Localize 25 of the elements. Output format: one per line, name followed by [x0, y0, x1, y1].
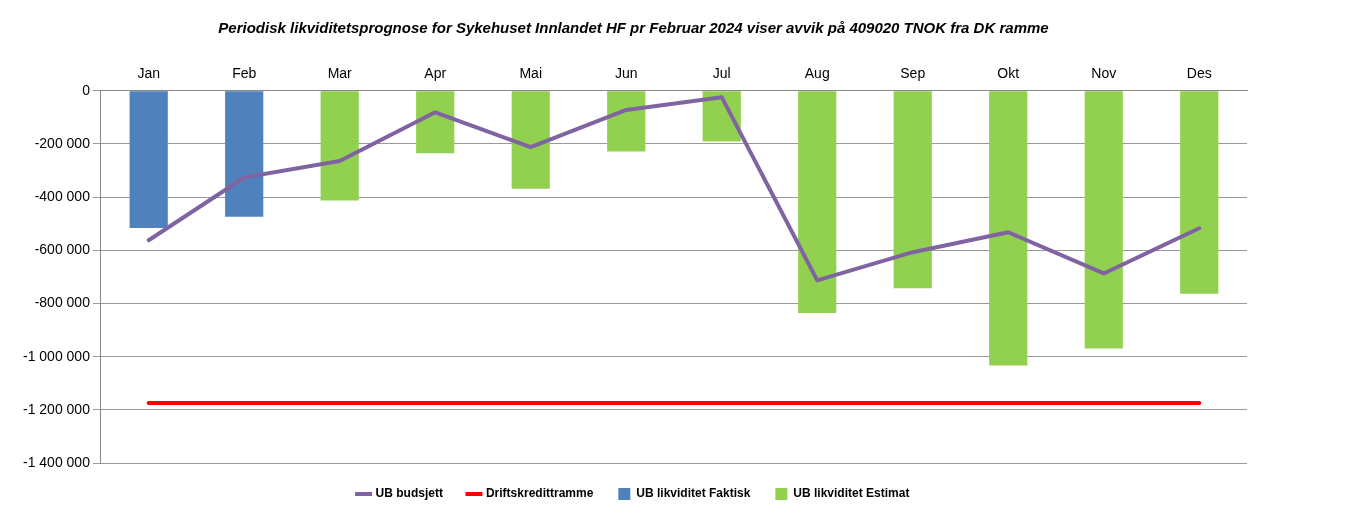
- y-tick-label: -1 400 000: [22, 453, 91, 470]
- legend-label: UB likviditet Faktisk: [636, 486, 751, 501]
- y-tick-label: -1 000 000: [22, 347, 91, 364]
- x-tick-label: Jun: [614, 65, 638, 82]
- x-tick-label: Mar: [327, 65, 353, 82]
- x-tick-label: Aug: [804, 65, 830, 82]
- x-tick-label: Jan: [137, 65, 160, 82]
- x-tick-label: Jul: [712, 65, 731, 82]
- y-tick-label: -800 000: [34, 294, 91, 311]
- x-tick-label: Feb: [232, 65, 257, 82]
- x-tick-label: Mai: [519, 65, 542, 82]
- y-tick-label: -400 000: [34, 188, 91, 204]
- x-tick-label: Apr: [424, 65, 447, 82]
- y-tick-label: -200 000: [34, 134, 91, 151]
- legend-label: UB likviditet Estimat: [793, 486, 910, 501]
- legend-label: Driftskredittramme: [485, 486, 594, 501]
- y-tick-label: 0: [82, 81, 91, 98]
- y-tick-label: -1 200 000: [22, 400, 91, 417]
- y-tick-label: -600 000: [34, 241, 91, 258]
- x-tick-label: Des: [1186, 65, 1212, 82]
- chart-title: Periodisk likviditetsprognose for Sykehuset Innlandet HF pr Februar 2024 viser avvik på 409020 TNOK fra DK ramme: [218, 19, 1049, 37]
- x-tick-label: Sep: [900, 65, 926, 82]
- x-tick-label: Nov: [1091, 65, 1117, 82]
- x-tick-label: Okt: [997, 65, 1020, 82]
- legend-label: UB budsjett: [375, 486, 443, 501]
